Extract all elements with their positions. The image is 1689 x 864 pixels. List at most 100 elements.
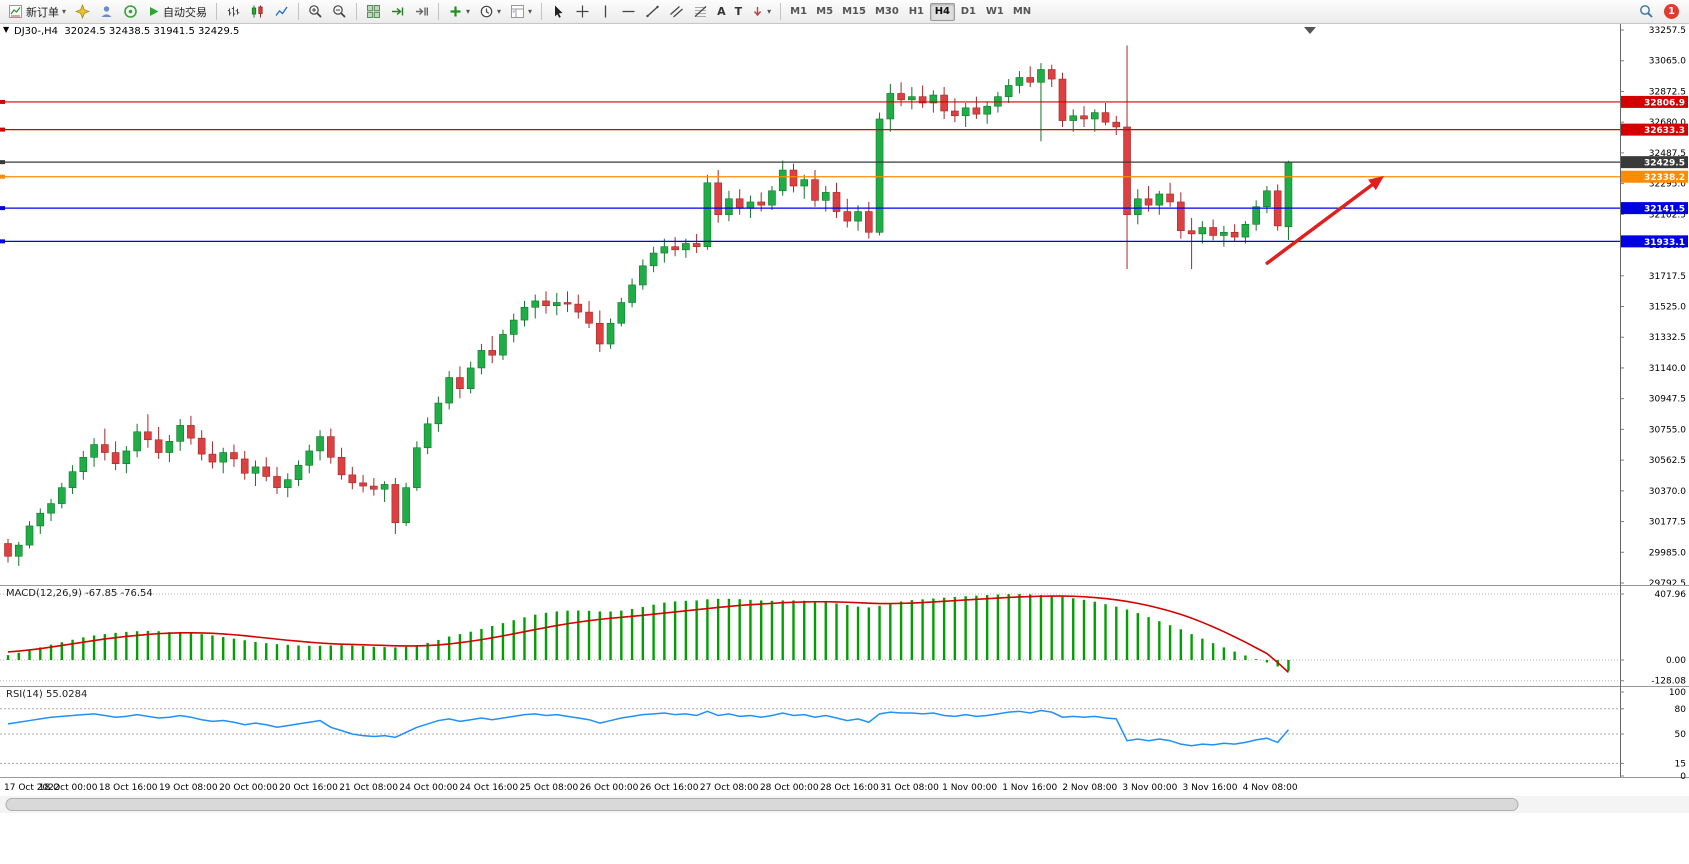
svg-text:32680.0: 32680.0 <box>1649 118 1686 128</box>
svg-text:27 Oct 08:00: 27 Oct 08:00 <box>700 783 759 793</box>
svg-text:30177.5: 30177.5 <box>1649 518 1686 528</box>
chart-shift-marker[interactable] <box>1304 27 1316 34</box>
svg-text:-128.08: -128.08 <box>1651 677 1686 687</box>
trend-arrow[interactable] <box>1264 176 1384 266</box>
svg-text:19 Oct 08:00: 19 Oct 08:00 <box>159 783 218 793</box>
chart-shift-button[interactable] <box>410 2 433 22</box>
svg-text:32338.2: 32338.2 <box>1644 173 1685 183</box>
trendline-tool-button[interactable] <box>641 2 664 22</box>
toolbar-separator <box>780 3 782 20</box>
text-tool-button[interactable]: A <box>713 2 730 22</box>
candlestick-chart-icon <box>251 5 263 18</box>
timeframe-button-m5[interactable]: M5 <box>812 3 837 21</box>
shapes-tool-button[interactable]: ▾ <box>747 2 775 22</box>
chevron-down-icon: ▾ <box>497 6 502 16</box>
toolbar-separator <box>438 3 440 20</box>
svg-text:24 Oct 16:00: 24 Oct 16:00 <box>459 783 518 793</box>
svg-text:18 Oct 00:00: 18 Oct 00:00 <box>39 783 98 793</box>
profile-icon <box>101 6 112 17</box>
period-dropdown-button[interactable]: ▾ <box>475 2 505 22</box>
svg-text:31 Oct 08:00: 31 Oct 08:00 <box>880 783 939 793</box>
svg-text:32872.5: 32872.5 <box>1649 87 1686 97</box>
toolbar-right-group: 1 <box>1635 2 1685 22</box>
chart-window: 33257.5 33065.0 32872.5 32680.0 32487.5 32295… <box>0 24 1689 864</box>
bar-chart-button[interactable] <box>222 2 245 22</box>
channel-icon <box>670 6 683 18</box>
line-chart-icon <box>275 6 288 16</box>
cursor-tool-button[interactable] <box>547 2 570 22</box>
crosshair-icon <box>576 5 589 18</box>
timeframe-button-m15[interactable]: M15 <box>838 3 870 21</box>
line-chart-button[interactable] <box>270 2 293 22</box>
price-tag-31933.1: 31933.1 <box>1621 235 1688 248</box>
macd-indicator-label: MACD(12,26,9) -67.85 -76.54 <box>6 588 153 599</box>
auto-trading-button[interactable]: 自动交易 <box>143 2 211 22</box>
chevron-down-icon: ▾ <box>767 6 772 16</box>
svg-text:31525.0: 31525.0 <box>1649 303 1686 313</box>
zoom-in-button[interactable] <box>304 2 327 22</box>
channel-tool-button[interactable] <box>665 2 688 22</box>
timeframe-button-w1[interactable]: W1 <box>982 3 1008 21</box>
new-order-button[interactable]: 新订单 ▾ <box>4 2 70 22</box>
svg-text:28 Oct 16:00: 28 Oct 16:00 <box>820 783 879 793</box>
tile-windows-button[interactable] <box>362 2 385 22</box>
svg-text:1 Nov 00:00: 1 Nov 00:00 <box>942 783 997 793</box>
bar-chart-icon <box>227 6 240 17</box>
template-icon <box>511 5 525 18</box>
svg-text:29985.0: 29985.0 <box>1649 548 1686 558</box>
horizontal-line-tool-button[interactable] <box>617 2 640 22</box>
search-button[interactable] <box>1635 2 1658 22</box>
svg-text:407.96: 407.96 <box>1655 590 1687 600</box>
mql-wizard-button[interactable] <box>71 2 94 22</box>
svg-text:0: 0 <box>1680 772 1686 782</box>
hlines-layer[interactable]: 32806.9 32633.3 32429.5 32338.2 32141.5 31933… <box>0 95 1688 248</box>
svg-text:28 Oct 00:00: 28 Oct 00:00 <box>760 783 819 793</box>
svg-text:30370.0: 30370.0 <box>1649 487 1686 497</box>
zoom-out-button[interactable] <box>328 2 351 22</box>
timeframe-button-m1[interactable]: M1 <box>786 3 811 21</box>
chart-canvas[interactable]: 33257.5 33065.0 32872.5 32680.0 32487.5 32295… <box>0 24 1689 864</box>
svg-text:80: 80 <box>1675 705 1687 715</box>
indicators-plus-icon <box>450 6 461 17</box>
svg-text:31717.5: 31717.5 <box>1649 272 1686 282</box>
text-label-tool-button[interactable]: T <box>731 2 747 22</box>
fibonacci-tool-button[interactable] <box>689 2 712 22</box>
one-click-trading-toggle[interactable]: ▼ <box>3 25 10 34</box>
market-button[interactable] <box>119 2 142 22</box>
vertical-line-tool-button[interactable] <box>595 2 616 22</box>
timeframe-button-d1[interactable]: D1 <box>956 3 981 21</box>
timeframe-button-h1[interactable]: H1 <box>904 3 929 21</box>
toolbar-separator <box>541 3 543 20</box>
auto-trading-label: 自动交易 <box>163 5 208 19</box>
timeframe-button-m30[interactable]: M30 <box>871 3 903 21</box>
vertical-line-icon <box>604 5 607 18</box>
template-button[interactable]: ▾ <box>506 2 536 22</box>
candlestick-chart-button[interactable] <box>246 2 269 22</box>
auto-scroll-button[interactable] <box>386 2 409 22</box>
zoom-out-icon <box>333 5 346 18</box>
profile-button[interactable] <box>95 2 118 22</box>
price-axis: 33257.5 33065.0 32872.5 32680.0 32487.5 32295… <box>1620 26 1686 589</box>
zoom-in-icon <box>309 5 322 18</box>
svg-text:100: 100 <box>1669 688 1686 698</box>
notification-badge[interactable]: 1 <box>1664 4 1679 19</box>
horizontal-scrollbar[interactable] <box>5 798 1519 811</box>
indicators-button[interactable]: ▾ <box>444 2 474 22</box>
macd-signal-line <box>7 595 1289 673</box>
svg-text:18 Oct 16:00: 18 Oct 16:00 <box>99 783 158 793</box>
price-tag-32633.3: 32633.3 <box>1621 123 1688 136</box>
timeframe-button-h4[interactable]: H4 <box>929 2 955 21</box>
svg-text:4 Nov 08:00: 4 Nov 08:00 <box>1243 783 1298 793</box>
candles-layer <box>4 45 1293 566</box>
svg-text:0.00: 0.00 <box>1666 656 1686 666</box>
new-order-icon <box>9 5 22 18</box>
svg-text:15: 15 <box>1675 759 1686 769</box>
cursor-icon <box>555 5 563 18</box>
crosshair-tool-button[interactable] <box>571 2 594 22</box>
timeframe-button-mn[interactable]: MN <box>1009 3 1035 21</box>
svg-text:32806.9: 32806.9 <box>1644 98 1685 108</box>
svg-text:26 Oct 00:00: 26 Oct 00:00 <box>580 783 639 793</box>
market-icon <box>124 5 137 18</box>
rsi-line <box>7 709 1290 747</box>
